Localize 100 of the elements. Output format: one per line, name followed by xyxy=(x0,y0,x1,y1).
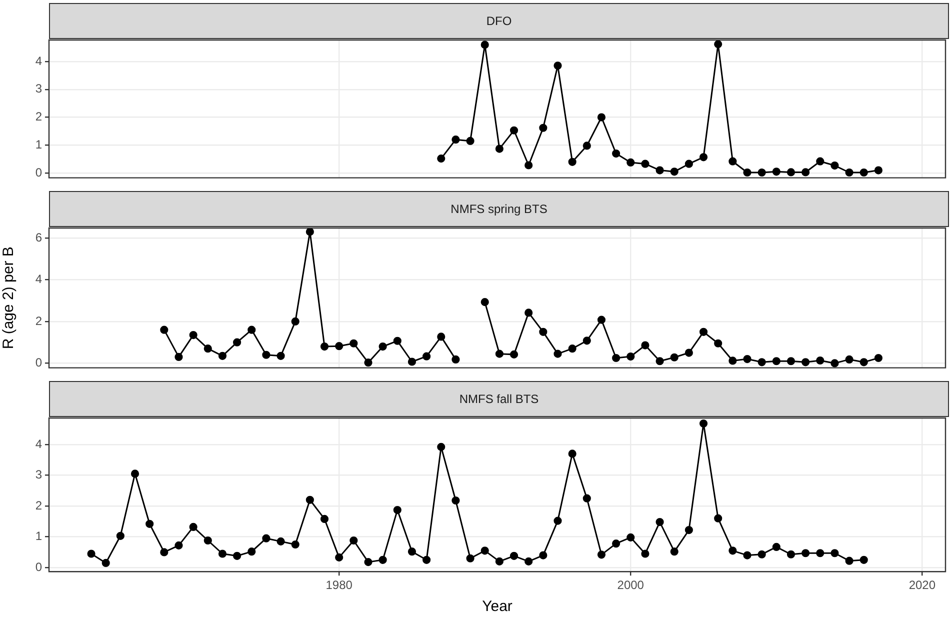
point xyxy=(335,342,344,350)
point xyxy=(612,540,620,548)
point xyxy=(218,550,227,558)
point xyxy=(772,357,780,366)
x-tick-label: 1980 xyxy=(326,578,353,592)
point xyxy=(364,358,372,367)
y-tick-label: 0 xyxy=(35,165,42,180)
point xyxy=(597,113,606,122)
point xyxy=(626,352,635,361)
y-tick-label: 2 xyxy=(35,110,42,124)
point xyxy=(860,556,868,564)
point xyxy=(510,552,518,560)
point xyxy=(174,352,183,361)
point xyxy=(262,534,270,542)
point xyxy=(728,157,737,166)
point xyxy=(699,153,708,162)
point xyxy=(174,541,183,550)
point xyxy=(830,359,839,368)
point xyxy=(554,350,562,358)
point xyxy=(743,551,752,560)
point xyxy=(378,342,387,351)
point xyxy=(524,161,533,170)
point xyxy=(364,558,372,566)
point xyxy=(802,549,810,558)
chart-title: NMFS spring BTS xyxy=(49,191,949,227)
y-tick-label: 6 xyxy=(35,230,42,244)
point xyxy=(204,344,212,353)
y-tick-label: 0 xyxy=(35,356,42,370)
x-axis-title: Year xyxy=(482,598,512,616)
point xyxy=(218,352,227,360)
point xyxy=(422,352,431,360)
point xyxy=(350,339,358,348)
point xyxy=(480,546,489,555)
point xyxy=(510,350,518,358)
point xyxy=(641,160,650,168)
point xyxy=(189,522,198,532)
point xyxy=(232,338,242,346)
point xyxy=(582,336,591,345)
point xyxy=(408,358,416,366)
y-tick-label: 4 xyxy=(35,436,42,451)
point xyxy=(437,154,446,163)
point xyxy=(452,136,460,144)
chart-title: DFO xyxy=(49,3,949,39)
point xyxy=(539,124,548,132)
point xyxy=(87,550,96,558)
point xyxy=(670,353,678,362)
point xyxy=(786,550,796,558)
point xyxy=(437,332,446,341)
point xyxy=(860,168,868,177)
point xyxy=(714,40,722,48)
y-tick-label: 2 xyxy=(35,314,42,328)
point xyxy=(786,168,796,176)
point xyxy=(874,166,882,174)
point xyxy=(845,355,854,364)
point xyxy=(582,494,591,502)
point xyxy=(816,549,824,558)
point xyxy=(758,168,766,177)
point xyxy=(554,516,562,525)
point xyxy=(845,168,854,177)
point xyxy=(160,548,168,556)
point xyxy=(816,356,824,365)
point xyxy=(714,514,722,522)
point xyxy=(670,168,678,176)
point xyxy=(539,551,548,560)
point xyxy=(495,350,504,358)
point xyxy=(160,326,168,334)
point xyxy=(743,354,752,364)
point xyxy=(597,550,606,559)
x-tick-label: 2020 xyxy=(908,578,936,592)
point xyxy=(452,496,460,505)
point xyxy=(772,168,780,176)
point xyxy=(626,158,635,167)
point xyxy=(656,166,664,174)
x-tick-label: 2000 xyxy=(617,578,644,592)
point xyxy=(102,558,110,568)
point xyxy=(874,354,882,362)
point xyxy=(510,126,518,134)
point xyxy=(860,358,868,366)
point xyxy=(408,548,416,556)
point xyxy=(393,506,402,514)
point xyxy=(728,356,737,365)
point xyxy=(393,336,402,345)
point xyxy=(262,350,270,359)
point xyxy=(758,358,766,366)
point xyxy=(656,357,664,366)
point xyxy=(437,442,446,451)
point xyxy=(130,470,140,478)
y-tick-label: 4 xyxy=(35,272,42,286)
point xyxy=(714,339,722,348)
point xyxy=(306,496,314,504)
point xyxy=(743,168,752,177)
point xyxy=(568,450,576,458)
point xyxy=(248,548,256,556)
point xyxy=(452,355,460,364)
point xyxy=(495,144,504,153)
point xyxy=(626,533,635,542)
point xyxy=(495,557,504,566)
point xyxy=(466,136,474,146)
point xyxy=(276,537,285,546)
point xyxy=(772,542,780,552)
